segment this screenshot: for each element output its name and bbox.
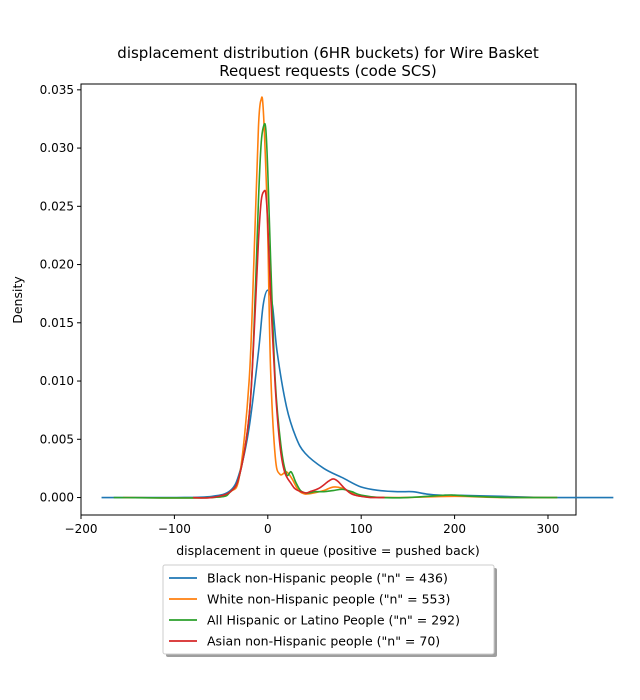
y-tick-label: 0.030	[40, 141, 74, 155]
legend-label: All Hispanic or Latino People ("n" = 292…	[207, 613, 460, 628]
legend-label: Asian non-Hispanic people ("n" = 70)	[207, 634, 440, 649]
series-line-2	[113, 122, 558, 499]
x-tick-label: −200	[65, 522, 98, 536]
legend: Black non-Hispanic people ("n" = 436) Whi…	[162, 564, 497, 657]
series-line-1	[123, 96, 558, 499]
chart-title-line: Request requests (code SCS)	[219, 62, 436, 80]
x-axis-label: displacement in queue (positive = pushed…	[176, 543, 480, 558]
y-tick-label: 0.035	[40, 83, 74, 97]
x-tick-label: 200	[443, 522, 466, 536]
x-axis: −200 −100 0 100 200 300	[65, 515, 560, 536]
legend-box	[162, 564, 495, 655]
x-tick-label: −100	[158, 522, 191, 536]
y-tick-label: 0.000	[40, 491, 74, 505]
x-tick-label: 300	[537, 522, 560, 536]
y-tick-label: 0.005	[40, 432, 74, 446]
series-line-0	[101, 289, 614, 499]
series-lines	[101, 96, 614, 499]
y-axis: 0.000 0.005 0.010 0.015 0.020 0.025 0.030 0.035	[40, 83, 81, 505]
y-tick-label: 0.020	[40, 258, 74, 272]
plot-area	[80, 83, 577, 516]
legend-label: White non-Hispanic people ("n" = 553)	[207, 592, 450, 607]
y-tick-label: 0.010	[40, 374, 74, 388]
legend-label: Black non-Hispanic people ("n" = 436)	[207, 571, 448, 586]
y-axis-label: Density	[10, 276, 25, 324]
x-tick-label: 0	[264, 522, 272, 536]
y-tick-label: 0.015	[40, 316, 74, 330]
series-line-3	[193, 189, 385, 499]
chart-title: displacement distribution (6HR buckets) …	[117, 44, 539, 80]
y-tick-label: 0.025	[40, 199, 74, 213]
chart-title-line: displacement distribution (6HR buckets) …	[117, 44, 539, 62]
x-tick-label: 100	[350, 522, 373, 536]
